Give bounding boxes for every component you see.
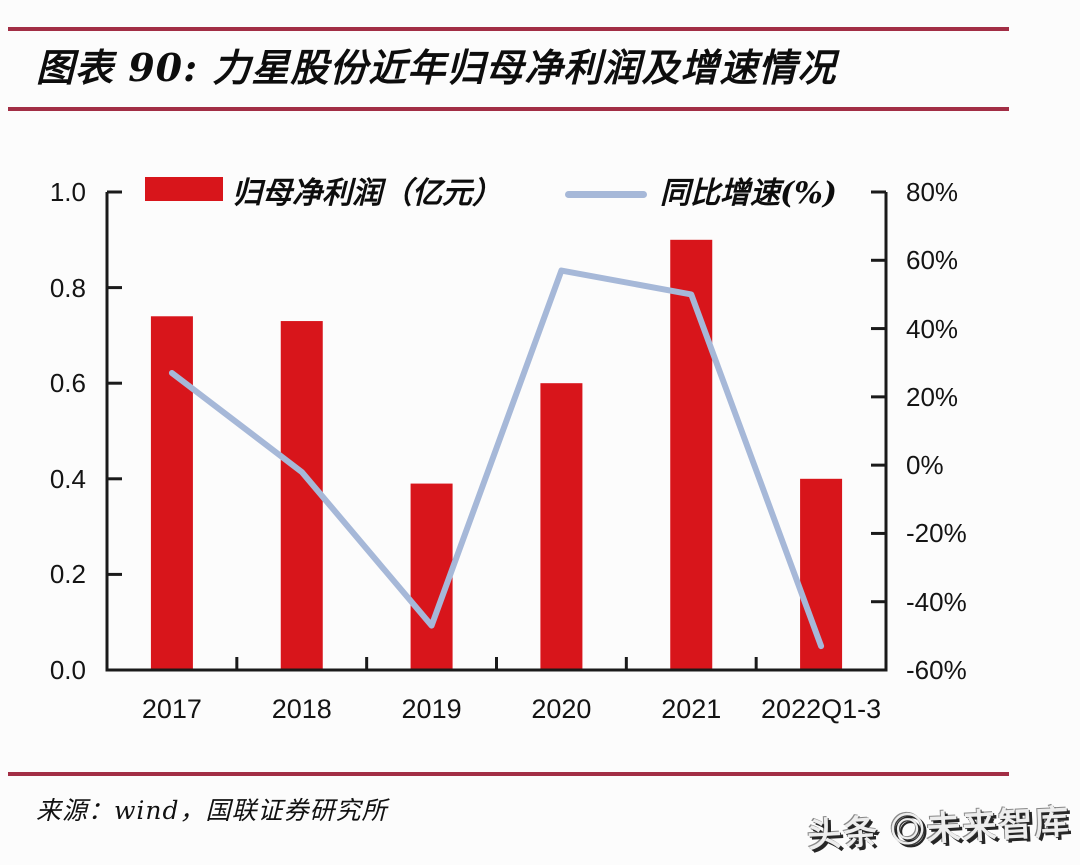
footer-rule [8,772,1009,776]
legend-bar-swatch [145,177,223,201]
bar-2019 [410,483,453,670]
axes-frame [105,192,888,672]
growth-line [168,267,825,650]
legend-bar-label: 归母净利润（亿元） [232,176,502,211]
title-underline-rule [8,107,1009,111]
bar-2017 [150,316,193,670]
source-note: 来源：wind，国联证券研究所 [36,796,388,825]
bar-2020 [540,383,583,670]
bar-2018 [280,321,323,670]
chart-title: 图表 90: 力星股份近年归母净利润及增速情况 [36,45,837,90]
bar-2021 [670,239,713,671]
legend-line-label: 同比增速(%) [660,176,837,211]
legend-line-swatch [565,191,647,198]
top-rule [8,27,1009,31]
